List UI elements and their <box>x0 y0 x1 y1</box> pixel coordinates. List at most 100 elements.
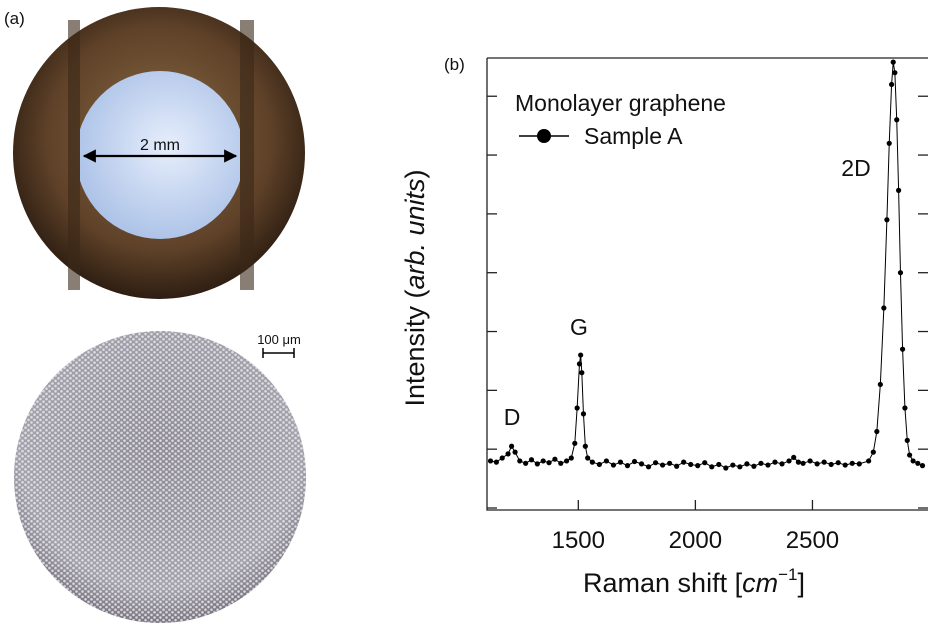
data-point <box>581 411 586 416</box>
data-point <box>695 463 700 468</box>
data-point <box>639 461 644 466</box>
data-point <box>579 370 584 375</box>
data-point <box>674 464 679 469</box>
data-point <box>660 462 665 467</box>
data-point <box>829 462 834 467</box>
data-point <box>866 458 871 463</box>
legend-title: Monolayer graphene <box>515 90 726 116</box>
data-point <box>575 405 580 410</box>
data-point <box>881 305 886 310</box>
data-point <box>523 461 528 466</box>
figure: (a) 2 mm 100 μm (b) Monolayer graphene D… <box>0 0 928 623</box>
data-point <box>902 405 907 410</box>
data-point <box>911 458 916 463</box>
data-point <box>517 458 522 463</box>
scale-label: 100 μm <box>257 332 301 347</box>
data-point <box>552 457 557 462</box>
data-point <box>889 82 894 87</box>
data-point <box>578 352 583 357</box>
data-point <box>577 361 582 366</box>
data-point <box>796 460 801 465</box>
data-point <box>887 141 892 146</box>
data-point <box>843 462 848 467</box>
x-tick-label: 2500 <box>786 527 839 554</box>
data-point <box>494 460 499 465</box>
data-point <box>894 117 899 122</box>
data-point <box>744 461 749 466</box>
photo-holder: 2 mm <box>13 7 305 299</box>
data-point <box>896 188 901 193</box>
legend-label: Sample A <box>584 123 683 149</box>
peak-label: 2D <box>841 155 870 181</box>
data-point <box>546 460 551 465</box>
data-point <box>625 463 630 468</box>
panel-label: (b) <box>444 55 465 74</box>
data-point <box>509 444 514 449</box>
data-point <box>836 460 841 465</box>
data-point <box>585 455 590 460</box>
data-point <box>730 462 735 467</box>
legend-marker <box>537 129 551 143</box>
panel-label: (a) <box>4 9 25 28</box>
data-point <box>884 217 889 222</box>
data-point <box>871 450 876 455</box>
data-point <box>512 450 517 455</box>
data-point <box>737 464 742 469</box>
data-point <box>681 460 686 465</box>
data-point <box>500 455 505 460</box>
data-point <box>646 464 651 469</box>
data-point <box>907 452 912 457</box>
data-point <box>558 461 563 466</box>
data-point <box>898 270 903 275</box>
data-point <box>590 460 595 465</box>
data-point <box>488 458 493 463</box>
data-point <box>751 464 756 469</box>
data-point <box>583 444 588 449</box>
data-point <box>891 60 896 65</box>
data-point <box>915 461 920 466</box>
data-point <box>716 462 721 467</box>
x-tick-label: 2000 <box>669 527 722 554</box>
data-point <box>604 458 609 463</box>
peak-label: G <box>570 314 588 340</box>
x-axis-label-part: ] <box>797 568 805 598</box>
data-point <box>564 458 569 463</box>
data-point <box>541 458 546 463</box>
data-point <box>667 461 672 466</box>
page: {"panel_a": {"label": "(a)", "scale_top"… <box>0 0 928 623</box>
data-point <box>920 463 925 468</box>
data-point <box>688 462 693 467</box>
data-point <box>900 347 905 352</box>
x-axis-label-part: Raman shift [ <box>583 568 743 598</box>
data-point <box>808 458 813 463</box>
data-point <box>857 461 862 466</box>
data-point <box>905 438 910 443</box>
y-axis-label-part: arb. units <box>400 178 430 289</box>
data-point <box>709 464 714 469</box>
data-point <box>535 461 540 466</box>
data-point <box>569 455 574 460</box>
peak-label: D <box>504 404 521 430</box>
data-point <box>772 460 777 465</box>
data-point <box>572 441 577 446</box>
data-point <box>653 460 658 465</box>
data-point <box>529 457 534 462</box>
data-point <box>611 462 616 467</box>
x-axis-label: Raman shift [cm−1] <box>583 565 805 598</box>
data-point <box>779 461 784 466</box>
data-point <box>791 455 796 460</box>
x-axis-label-part: cm <box>742 568 778 598</box>
data-point <box>878 382 883 387</box>
y-axis-label-part: ) <box>400 169 430 178</box>
axis-frame <box>487 58 928 510</box>
data-point <box>815 461 820 466</box>
data-point <box>786 458 791 463</box>
y-axis-label: Intensity (arb. units) <box>400 169 430 406</box>
data-point <box>597 462 602 467</box>
data-point <box>822 460 827 465</box>
data-point <box>618 460 623 465</box>
data-point <box>765 462 770 467</box>
data-point <box>702 460 707 465</box>
x-tick-label: 1500 <box>552 527 605 554</box>
data-point <box>800 461 805 466</box>
